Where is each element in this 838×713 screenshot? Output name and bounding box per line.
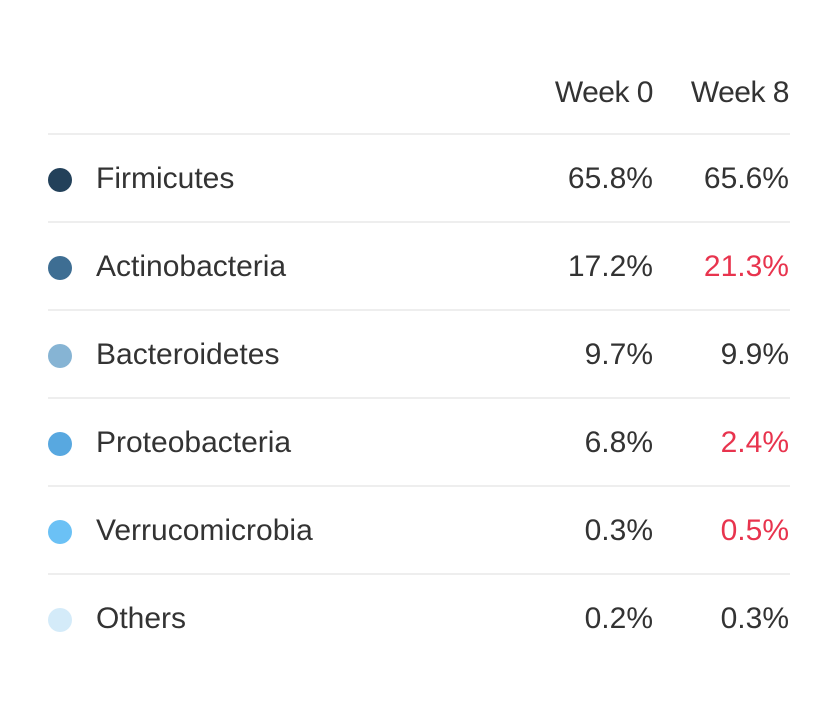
taxon-name: Bacteroidetes — [96, 338, 280, 371]
taxon-name: Firmicutes — [96, 162, 235, 195]
week8-value: 0.3% — [720, 602, 789, 635]
week0-value: 65.8% — [567, 162, 653, 195]
week8-value: 65.6% — [703, 162, 789, 195]
table-row: Firmicutes 65.8% 65.6% — [48, 135, 790, 223]
taxon-name: Actinobacteria — [96, 250, 287, 283]
legend-dot — [48, 432, 72, 456]
taxon-name: Others — [96, 602, 187, 635]
column-header-week8: Week 8 — [690, 76, 790, 109]
legend-dot — [48, 168, 72, 192]
table-row: Actinobacteria 17.2% 21.3% — [48, 223, 790, 311]
week8-value: 9.9% — [720, 338, 789, 371]
week0-value: 0.2% — [584, 602, 653, 635]
week0-value: 0.3% — [584, 514, 653, 547]
legend-dot — [48, 520, 72, 544]
legend-dot — [48, 256, 72, 280]
week8-value: 2.4% — [720, 426, 789, 459]
table-row: Proteobacteria 6.8% 2.4% — [48, 399, 790, 487]
column-header-week0: Week 0 — [554, 76, 654, 109]
week0-value: 9.7% — [584, 338, 653, 371]
week8-value: 21.3% — [703, 250, 789, 283]
table-row: Verrucomicrobia 0.3% 0.5% — [48, 487, 790, 575]
legend-dot — [48, 344, 72, 368]
taxa-table: Week 0 Week 8 Firmicutes 65.8% 65.6% Act… — [48, 62, 790, 663]
week8-value: 0.5% — [720, 514, 789, 547]
table-header: Week 0 Week 8 — [48, 62, 790, 135]
table-row: Others 0.2% 0.3% — [48, 575, 790, 663]
table-row: Bacteroidetes 9.7% 9.9% — [48, 311, 790, 399]
week0-value: 6.8% — [584, 426, 653, 459]
legend-dot — [48, 608, 72, 632]
taxon-name: Proteobacteria — [96, 426, 292, 459]
week0-value: 17.2% — [567, 250, 653, 283]
taxon-name: Verrucomicrobia — [96, 514, 313, 547]
